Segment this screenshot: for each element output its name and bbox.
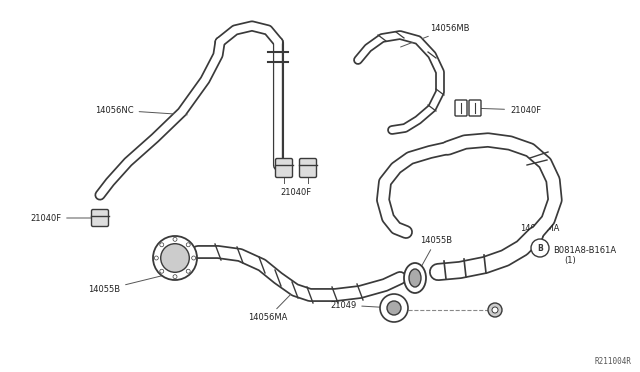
Circle shape — [488, 303, 502, 317]
Text: 14056NC: 14056NC — [95, 106, 188, 115]
Text: B: B — [537, 244, 543, 253]
Text: 14055B: 14055B — [88, 276, 163, 295]
FancyBboxPatch shape — [455, 100, 467, 116]
FancyBboxPatch shape — [92, 209, 109, 227]
Text: 21040F: 21040F — [30, 214, 97, 222]
Circle shape — [387, 301, 401, 315]
Circle shape — [192, 256, 196, 260]
Ellipse shape — [404, 263, 426, 293]
Circle shape — [173, 237, 177, 241]
Circle shape — [173, 275, 177, 279]
Circle shape — [492, 307, 498, 313]
Text: 14053MA: 14053MA — [512, 224, 559, 256]
Circle shape — [154, 256, 158, 260]
Text: 21040F: 21040F — [280, 187, 312, 196]
Ellipse shape — [409, 269, 421, 287]
Circle shape — [160, 269, 164, 273]
Text: (1): (1) — [564, 256, 576, 264]
Circle shape — [531, 239, 549, 257]
FancyBboxPatch shape — [275, 158, 292, 177]
Text: 14055B: 14055B — [417, 235, 452, 276]
Text: 21049: 21049 — [330, 301, 391, 310]
Text: 21040F: 21040F — [471, 106, 541, 115]
Text: B081A8-B161A: B081A8-B161A — [553, 246, 616, 254]
Circle shape — [161, 244, 189, 272]
Text: 14056MA: 14056MA — [248, 292, 293, 323]
Circle shape — [160, 243, 164, 247]
Text: 14056MB: 14056MB — [401, 23, 470, 47]
Circle shape — [186, 269, 190, 273]
Text: R211004R: R211004R — [595, 357, 632, 366]
Circle shape — [153, 236, 197, 280]
FancyBboxPatch shape — [300, 158, 317, 177]
FancyBboxPatch shape — [469, 100, 481, 116]
Circle shape — [186, 243, 190, 247]
Circle shape — [380, 294, 408, 322]
